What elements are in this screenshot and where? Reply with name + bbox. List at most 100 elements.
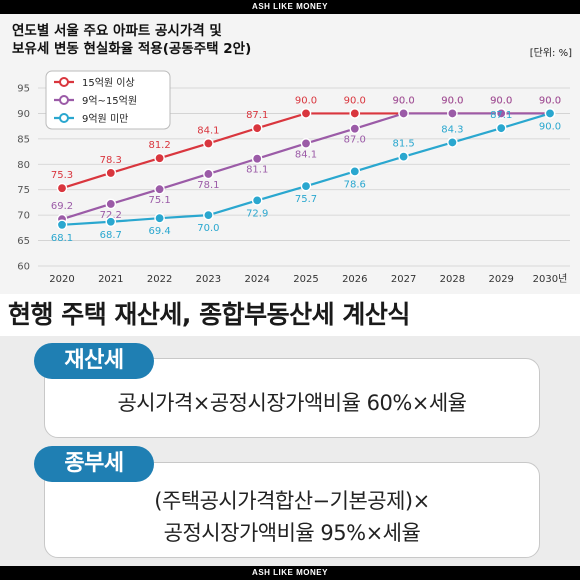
data-point	[300, 138, 312, 149]
data-label: 84.1	[197, 125, 219, 136]
y-tick-label: 60	[17, 262, 30, 273]
data-label: 84.3	[441, 124, 463, 135]
x-tick-label: 2025	[293, 274, 318, 285]
x-tick-label: 2021	[98, 274, 123, 285]
chart-title: 연도별 서울 주요 아파트 공시가격 및 보유세 변동 현실화율 적용(공동주택…	[12, 23, 252, 57]
data-point	[154, 212, 165, 224]
data-point	[398, 108, 409, 119]
legend-label: 15억원 이상	[82, 77, 135, 89]
data-label: 69.2	[51, 201, 73, 212]
property-tax-pill: 재산세	[34, 343, 154, 379]
bottom-banner: ASH LIKE MONEY	[0, 566, 580, 580]
data-label: 70.0	[197, 223, 219, 234]
data-label: 81.1	[246, 165, 268, 176]
data-point	[105, 167, 117, 179]
data-point	[300, 108, 312, 119]
data-label: 84.1	[295, 149, 317, 160]
data-label: 81.5	[392, 139, 414, 150]
data-point	[495, 122, 507, 134]
data-label: 72.2	[100, 210, 122, 221]
comprehensive-tax-box: (주택공시가격합산−기본공제)× 공정시장가액비율 95%×세율	[44, 462, 540, 558]
x-tick-label: 2022	[147, 274, 172, 285]
data-point	[251, 195, 263, 206]
data-label: 69.4	[148, 226, 170, 237]
data-label: 75.7	[295, 194, 317, 205]
data-label: 68.1	[51, 233, 73, 244]
data-label: 87.1	[246, 110, 268, 121]
y-tick-label: 70	[17, 211, 30, 222]
data-label: 78.3	[100, 155, 122, 166]
data-label: 90.0	[539, 95, 561, 106]
data-label: 90.0	[441, 95, 463, 106]
line-chart: 60 65 70 75 80 85 90 95 2020 2021 2022 2023 2024 2025…	[17, 70, 570, 285]
legend-swatch-marker	[59, 95, 69, 105]
chart-area	[0, 14, 580, 294]
data-point	[203, 168, 214, 180]
data-point	[105, 216, 117, 228]
y-tick-label: 65	[17, 236, 30, 247]
data-point	[300, 180, 312, 192]
comprehensive-tax-formula-line2: 공정시장가액비율 95%×세율	[163, 521, 421, 545]
data-label: 90.0	[392, 95, 414, 106]
formula-panel: 공시가격×공정시장가액비율 60%×세율 재산세 (주택공시가격합산−기본공제)…	[0, 336, 580, 566]
data-label: 78.6	[344, 179, 366, 190]
data-point	[154, 152, 165, 164]
x-tick-label: 2024	[244, 274, 269, 285]
data-label: 90.0	[392, 95, 414, 106]
legend-box	[45, 70, 171, 130]
data-point	[349, 108, 361, 119]
data-point	[251, 122, 263, 134]
x-tick-label: 2029	[488, 274, 513, 285]
series-line	[61, 112, 551, 226]
data-point	[447, 137, 458, 148]
comprehensive-tax-pill: 종부세	[34, 446, 154, 482]
data-point	[56, 182, 68, 194]
data-label: 90.0	[295, 95, 317, 106]
data-point	[154, 183, 165, 195]
data-label: 81.2	[148, 140, 170, 151]
property-tax-formula: 공시가격×공정시장가액비율 60%×세율	[117, 391, 467, 415]
data-label: 90.0	[539, 95, 561, 106]
data-point	[544, 108, 556, 119]
x-tick-label: 2026	[342, 274, 367, 285]
y-tick-label: 95	[17, 84, 30, 95]
data-label: 90.0	[490, 95, 512, 106]
y-tick-label: 80	[17, 160, 30, 171]
y-tick-label: 85	[17, 134, 30, 145]
data-point	[56, 219, 68, 231]
unit-label: [단위: %]	[529, 48, 572, 59]
comprehensive-tax-formula-line1: (주택공시가격합산−기본공제)×	[154, 489, 430, 513]
x-tick-label: 2028	[440, 274, 465, 285]
data-label: 75.1	[148, 195, 170, 206]
x-tick-label: 2030년	[533, 273, 568, 285]
data-point	[203, 209, 214, 221]
data-point	[398, 151, 409, 162]
data-point	[105, 198, 117, 210]
top-banner: ASH LIKE MONEY	[0, 0, 580, 14]
data-point	[349, 123, 361, 134]
x-tick-label: 2027	[391, 274, 416, 285]
data-label: 90.0	[344, 95, 366, 106]
data-label: 68.7	[100, 230, 122, 241]
formula-heading: 현행 주택 재산세, 종합부동산세 계산식	[0, 294, 580, 336]
data-label: 90.0	[490, 95, 512, 106]
data-label: 90.0	[441, 95, 463, 106]
data-label: 90.0	[539, 121, 561, 132]
legend-label: 9억~15억원	[82, 95, 137, 107]
data-point	[495, 108, 507, 119]
legend-swatch-marker	[59, 77, 69, 87]
data-point	[447, 108, 458, 119]
data-label: 87.0	[344, 135, 366, 146]
data-label: 78.1	[197, 180, 219, 191]
data-point	[251, 153, 263, 164]
y-tick-label: 90	[17, 109, 30, 120]
data-point	[349, 166, 361, 177]
legend-swatch-marker	[59, 113, 69, 123]
x-tick-label: 2023	[196, 274, 221, 285]
data-label: 72.9	[246, 208, 268, 219]
legend-label: 9억원 미만	[82, 113, 128, 125]
x-tick-label: 2020	[49, 274, 74, 285]
data-label: 87.1	[490, 110, 512, 121]
data-point	[203, 138, 214, 149]
data-label: 75.3	[51, 170, 73, 181]
